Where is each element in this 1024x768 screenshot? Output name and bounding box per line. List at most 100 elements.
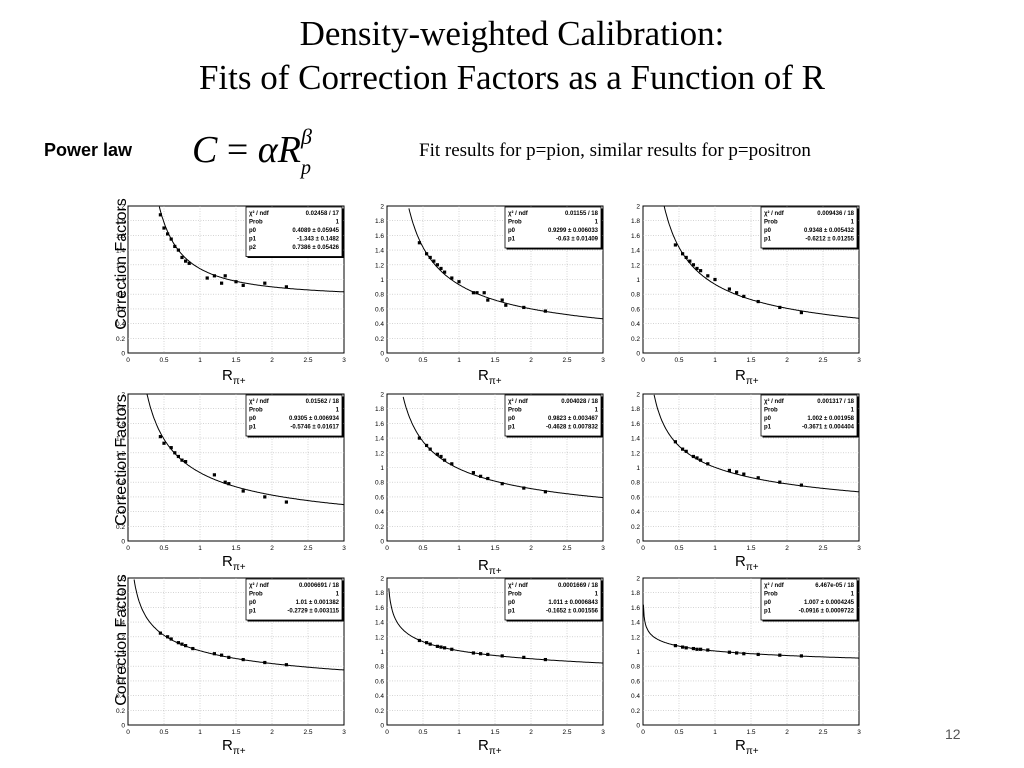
stats-value: 1 — [595, 592, 599, 598]
data-point — [263, 281, 267, 285]
stats-value: 0.7386 ± 0.05426 — [292, 245, 339, 251]
y-tick-label: 2 — [121, 392, 125, 399]
y-tick-label: 1.8 — [631, 590, 640, 597]
data-point — [180, 458, 184, 462]
data-point — [695, 456, 699, 460]
data-point — [706, 648, 710, 652]
y-tick-label: 0.4 — [116, 321, 125, 328]
stats-key: p1 — [249, 237, 257, 243]
data-point — [184, 460, 188, 464]
x-axis-label-8: Rπ+ — [478, 737, 502, 757]
data-point — [691, 646, 695, 651]
data-point — [778, 305, 782, 310]
y-tick-label: 0.4 — [375, 693, 384, 700]
data-point — [522, 486, 526, 490]
stats-box — [504, 578, 602, 621]
stats-value: 0.02458 / 17 — [306, 211, 340, 217]
y-tick-label: 0.6 — [116, 678, 125, 685]
data-point — [241, 657, 245, 662]
y-tick-label: 0.6 — [631, 678, 640, 685]
data-point — [176, 248, 180, 252]
y-tick-label: 0.8 — [375, 480, 384, 487]
stats-key: Prob — [764, 408, 778, 414]
y-tick-label: 1 — [380, 465, 384, 472]
x-tick-label: 3 — [601, 545, 605, 552]
formula-subscript: p — [300, 157, 311, 179]
y-tick-label: 1.4 — [631, 620, 640, 627]
x-tick-label: 3 — [601, 357, 605, 364]
data-point — [158, 631, 162, 635]
data-point — [500, 654, 504, 658]
plot-canvas: 0 0.2 0.4 0.6 0.8 1 1.2 1.4 1.6 1.8 2 0 0.5 1 1.5 2 2.5 3… — [375, 204, 605, 365]
data-point — [439, 454, 443, 459]
data-point — [684, 449, 688, 453]
stats-value: 1 — [336, 220, 340, 226]
data-point — [450, 647, 454, 651]
data-point — [727, 287, 731, 291]
stats-value: 0.4089 ± 0.05945 — [292, 228, 339, 234]
data-point — [425, 443, 429, 448]
data-point — [504, 303, 508, 307]
y-tick-label: 0.8 — [631, 664, 640, 671]
y-tick-label: 0.2 — [631, 708, 640, 715]
data-point — [756, 299, 760, 304]
x-tick-label: 0.5 — [418, 545, 427, 552]
stats-key: χ² / ndf — [764, 398, 785, 405]
y-tick-label: 1.4 — [116, 248, 125, 255]
stats-key: p1 — [764, 609, 772, 615]
y-tick-label: 0 — [121, 723, 125, 730]
x-tick-label: 3 — [342, 545, 346, 552]
data-point — [735, 651, 739, 655]
y-tick-label: 0 — [121, 351, 125, 358]
data-point — [742, 294, 746, 299]
data-point — [176, 641, 180, 645]
data-point — [212, 473, 216, 477]
x-tick-label: 1 — [713, 357, 717, 364]
data-point — [162, 226, 166, 230]
plot-canvas: 0 0.2 0.4 0.6 0.8 1 1.2 1.4 1.6 1.8 2 0 0.5 1 1.5 2 2.5 3… — [375, 576, 605, 737]
x-label-sub: π+ — [488, 376, 502, 387]
data-point — [425, 252, 429, 256]
y-tick-label: 0.4 — [631, 693, 640, 700]
data-point — [428, 447, 432, 451]
x-tick-label: 2.5 — [818, 729, 827, 736]
x-tick-label: 0 — [385, 545, 389, 552]
x-tick-label: 1 — [198, 357, 202, 364]
data-point — [695, 266, 699, 271]
data-point — [158, 213, 162, 217]
y-tick-label: 1.2 — [631, 634, 640, 641]
data-point — [450, 462, 454, 466]
y-tick-label: 0.2 — [375, 524, 384, 531]
plot-canvas: 0 0.2 0.4 0.6 0.8 1 1.2 1.4 1.6 1.8 2 0 0.5 1 1.5 2 2.5 3… — [116, 204, 346, 365]
data-point — [778, 480, 782, 484]
stats-box — [245, 206, 343, 257]
data-point — [681, 447, 685, 451]
y-tick-label: 1.2 — [116, 262, 125, 269]
y-tick-label: 1.4 — [375, 436, 384, 443]
stats-value: -0.2729 ± 0.003115 — [287, 609, 339, 615]
y-tick-label: 1 — [121, 465, 125, 472]
stats-value: -0.4628 ± 0.007832 — [546, 425, 599, 431]
data-point — [428, 642, 432, 646]
data-point — [417, 638, 421, 643]
y-tick-label: 1.2 — [116, 450, 125, 457]
fit-plot-9: 0 0.2 0.4 0.6 0.8 1 1.2 1.4 1.6 1.8 2 0 0.5 1 1.5 2 2.5 3… — [623, 572, 871, 737]
x-tick-label: 2 — [270, 729, 274, 736]
stats-key: Prob — [508, 592, 522, 598]
stats-value: -0.63 ± 0.01409 — [556, 237, 599, 243]
data-point — [471, 291, 475, 295]
fit-note: Fit results for p=pion, similar results … — [419, 140, 811, 161]
x-tick-label: 3 — [857, 545, 861, 552]
fit-curve — [146, 394, 344, 506]
fit-curve — [388, 588, 603, 664]
data-point — [673, 440, 677, 444]
x-tick-label: 2 — [529, 357, 533, 364]
x-label-base: R — [222, 737, 233, 754]
stats-key: p0 — [249, 228, 257, 234]
y-tick-label: 1.2 — [375, 262, 384, 269]
data-point — [457, 280, 461, 284]
y-tick-label: 0 — [636, 351, 640, 358]
x-label-base: R — [735, 737, 746, 754]
stats-box — [245, 394, 343, 437]
y-tick-label: 1 — [380, 649, 384, 656]
